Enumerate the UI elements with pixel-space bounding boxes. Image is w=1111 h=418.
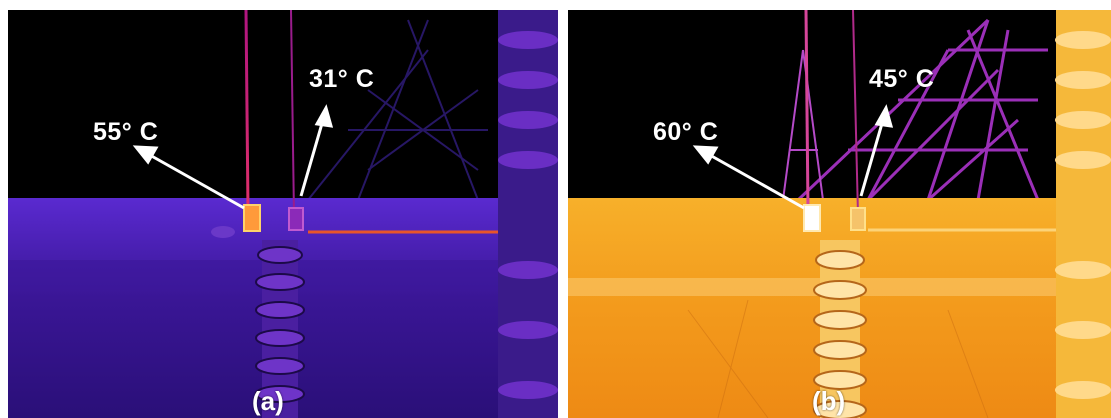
thermal-scene-b bbox=[568, 10, 1111, 418]
temperature-reading-55: 55° C bbox=[93, 118, 159, 146]
temperature-reading-45: 45° C bbox=[869, 65, 935, 93]
temperature-reading-31: 31° C bbox=[309, 65, 375, 93]
panel-label-a: (a) bbox=[252, 386, 284, 416]
thermal-scene-a bbox=[8, 10, 558, 418]
temperature-reading-60: 60° C bbox=[653, 118, 719, 146]
thermal-image-a: 55° C 31° C (a) bbox=[8, 10, 558, 418]
panel-label-b: (b) bbox=[812, 386, 846, 416]
thermal-image-b: 60° C 45° C (b) bbox=[568, 10, 1111, 418]
